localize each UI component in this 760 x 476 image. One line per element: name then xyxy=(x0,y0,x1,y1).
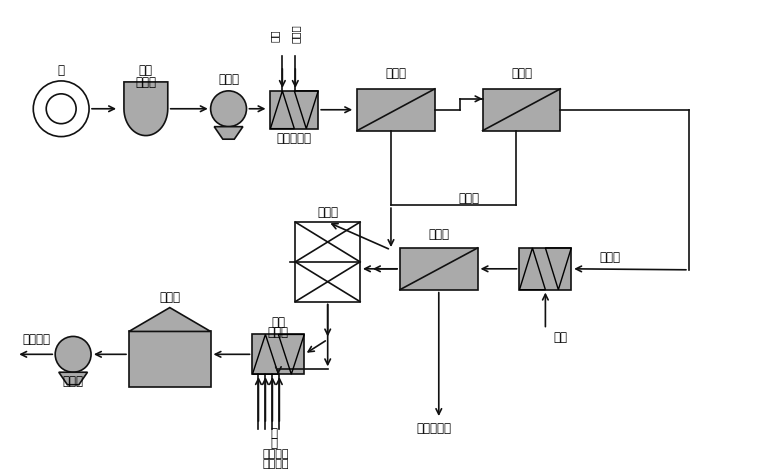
Text: 在线: 在线 xyxy=(271,316,285,329)
Polygon shape xyxy=(129,331,211,387)
Bar xyxy=(520,248,572,290)
Text: 井: 井 xyxy=(58,64,65,78)
Text: 第二段: 第二段 xyxy=(511,68,532,80)
Bar xyxy=(400,248,477,290)
Text: 混合器: 混合器 xyxy=(268,326,289,339)
Text: 高压泵: 高压泵 xyxy=(62,375,84,387)
Text: 配水管网: 配水管网 xyxy=(22,333,50,346)
Text: 氯: 氯 xyxy=(271,427,277,440)
Polygon shape xyxy=(124,82,168,136)
Text: 浓缩液: 浓缩液 xyxy=(599,251,620,264)
Text: 滤芯: 滤芯 xyxy=(139,64,153,78)
Text: 硫酸: 硫酸 xyxy=(553,331,568,344)
Text: 第三段: 第三段 xyxy=(429,228,449,240)
Text: 蓄水库: 蓄水库 xyxy=(160,291,180,304)
Text: 氟: 氟 xyxy=(271,437,277,450)
Text: 脱气塔: 脱气塔 xyxy=(317,206,338,218)
Polygon shape xyxy=(59,372,87,385)
Polygon shape xyxy=(129,307,211,331)
Text: 在线混合器: 在线混合器 xyxy=(277,132,312,145)
Text: 硫酸: 硫酸 xyxy=(269,30,280,42)
Bar xyxy=(252,335,304,374)
Text: 防垢剂: 防垢剂 xyxy=(290,24,300,42)
Bar xyxy=(296,222,360,302)
Text: 过滤器: 过滤器 xyxy=(135,77,157,89)
Text: 氢氧化钠: 氢氧化钠 xyxy=(262,449,289,459)
Bar xyxy=(271,91,318,129)
Text: 聚磷酸盐: 聚磷酸盐 xyxy=(262,459,289,469)
Text: 产品水: 产品水 xyxy=(458,192,479,205)
Circle shape xyxy=(211,91,246,127)
Text: 浓缩液排放: 浓缩液排放 xyxy=(416,422,451,436)
Bar xyxy=(357,89,435,130)
Circle shape xyxy=(55,337,91,372)
Bar xyxy=(483,89,560,130)
Text: 进水泵: 进水泵 xyxy=(218,73,239,87)
Polygon shape xyxy=(214,127,243,139)
Text: 第一段: 第一段 xyxy=(385,68,407,80)
